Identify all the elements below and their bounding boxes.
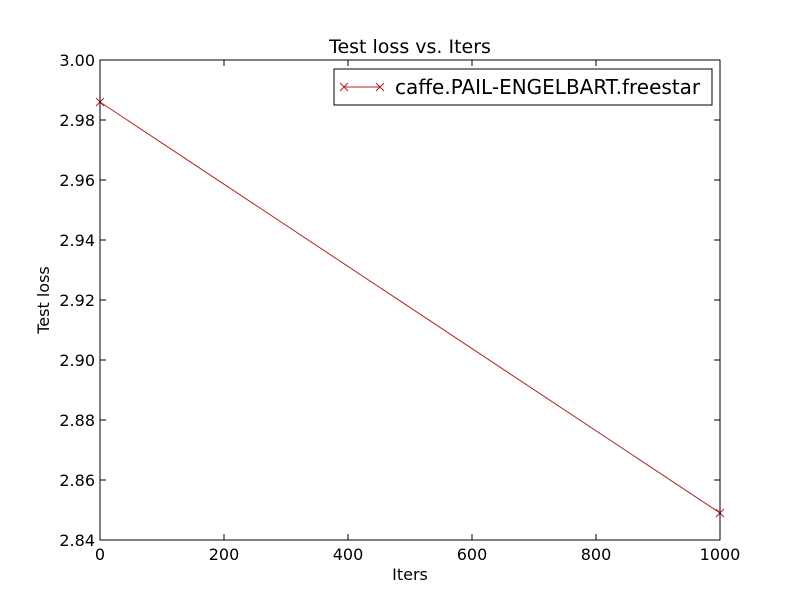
y-tick-label: 2.88 [59,411,95,430]
series-line [99,101,721,514]
y-tick-label: 2.96 [59,171,95,190]
legend-marker-x-right [375,82,385,92]
x-tick-label: 1000 [700,545,741,564]
y-tick-label: 2.98 [59,111,95,130]
y-tick-label: 2.90 [59,351,95,370]
x-tick-label: 600 [457,545,488,564]
chart-title: Test loss vs. Iters [328,36,491,58]
y-tick-label: 2.84 [59,531,95,550]
x-axis-label: Iters [392,565,428,584]
plot-frame [99,59,721,541]
y-tick-label: 3.00 [59,51,95,70]
legend: caffe.PAIL-ENGELBART.freestar [333,68,713,106]
x-tick-label: 400 [333,545,364,564]
y-tick-label: 2.86 [59,471,95,490]
legend-label: caffe.PAIL-ENGELBART.freestar [395,75,701,99]
x-tick-label: 0 [95,545,105,564]
y-tick-label: 2.94 [59,231,95,250]
legend-box [333,68,713,106]
x-tick-label: 200 [209,545,240,564]
y-axis-label: Test loss [34,266,53,335]
legend-marker-x-left [339,82,349,92]
y-axis-ticks: 2.84 2.86 2.88 2.90 2.92 2.94 2.96 2.98 3.00 [59,51,720,550]
x-axis-ticks: 0 200 400 600 800 1000 [95,60,740,564]
x-marker [339,82,349,92]
y-tick-label: 2.92 [59,291,95,310]
x-marker [375,82,385,92]
x-tick-label: 800 [581,545,612,564]
